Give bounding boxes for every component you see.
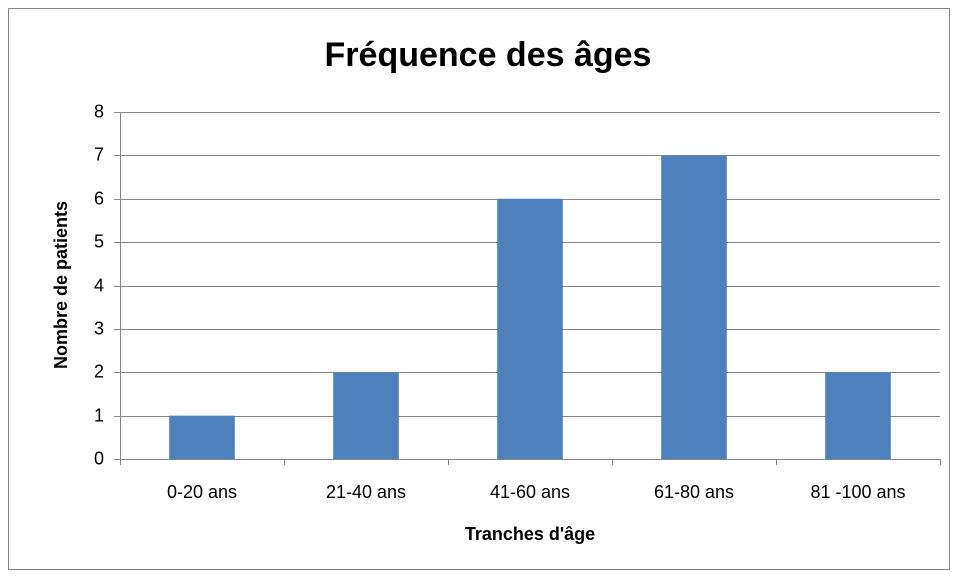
x-tick-label: 0-20 ans <box>167 482 237 502</box>
y-tick-label: 6 <box>94 188 104 208</box>
x-tick-label: 61-80 ans <box>654 482 734 502</box>
chart-border <box>8 8 950 570</box>
chart-title: Fréquence des âges <box>325 36 652 74</box>
y-tick-label: 0 <box>94 448 104 468</box>
bar <box>825 372 891 459</box>
y-tick-label: 8 <box>94 101 104 121</box>
bar <box>333 372 399 459</box>
y-tick-label: 3 <box>94 318 104 338</box>
y-tick-label: 7 <box>94 144 104 164</box>
y-tick-label: 4 <box>94 275 104 295</box>
x-tick-label: 21-40 ans <box>326 482 406 502</box>
bar <box>497 198 563 459</box>
y-tick-label: 1 <box>94 405 104 425</box>
y-tick-label: 5 <box>94 231 104 251</box>
x-axis-title: Tranches d'âge <box>465 524 595 544</box>
bar <box>169 415 235 459</box>
y-tick-label: 2 <box>94 361 104 381</box>
y-axis-title: Nombre de patients <box>51 201 71 369</box>
x-tick-label: 41-60 ans <box>490 482 570 502</box>
bar <box>661 155 727 459</box>
x-tick-label: 81 -100 ans <box>810 482 905 502</box>
